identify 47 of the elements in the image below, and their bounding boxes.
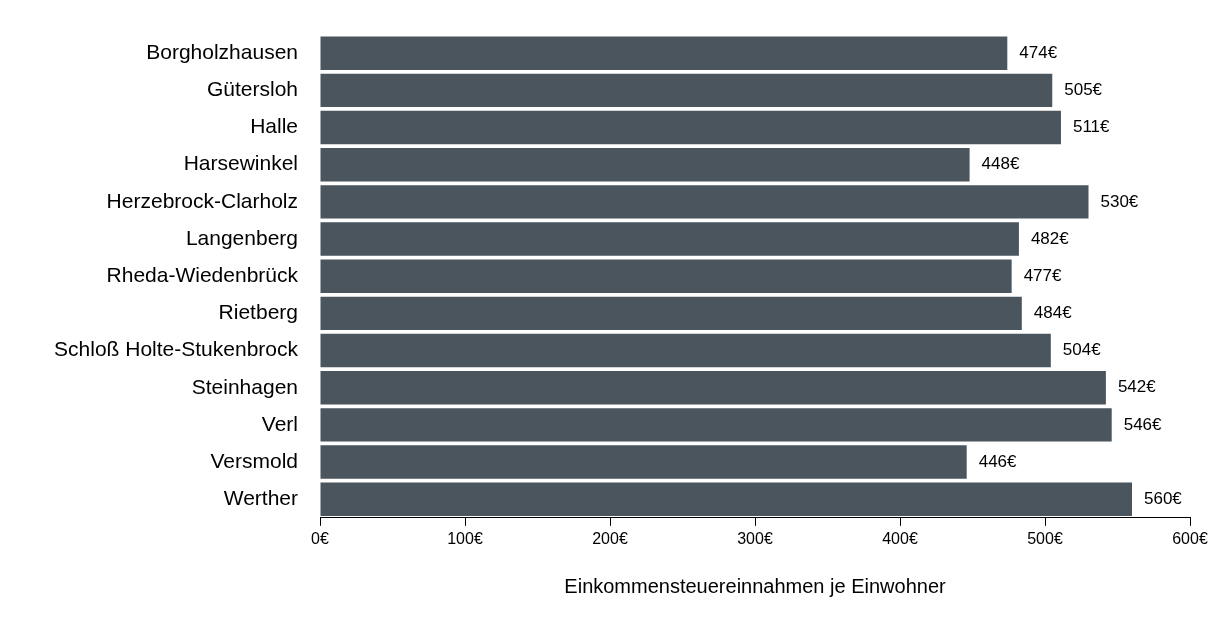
data-label: 477€ [1023,265,1063,285]
y-tick-label: Versmold [210,448,298,472]
bar [320,147,970,182]
data-label: 546€ [1123,414,1163,434]
y-tick-label: Borgholzhausen [146,39,298,63]
data-label: 474€ [1019,42,1058,62]
y-tick-label: Werther [223,486,298,510]
y-tick-label: Herzebrock-Clarholz [106,188,298,212]
bar [320,222,1019,256]
bar [320,110,1061,145]
bar [320,185,1089,219]
bar [320,482,1132,516]
x-tick-label: 400€ [882,529,918,547]
bar [320,370,1106,405]
data-label: 511€ [1072,117,1111,137]
data-label: 505€ [1064,80,1103,100]
data-label: 542€ [1117,377,1157,397]
bar [320,333,1051,368]
x-tick-label: 0€ [311,529,329,547]
x-tick-label: 500€ [1027,529,1063,547]
y-tick-label: Steinhagen [191,374,298,398]
x-axis-title: Einkommensteuereinnahmen je Einwohner [564,574,946,597]
bar [320,408,1112,442]
y-tick-label: Gütersloh [206,77,298,101]
x-tick-label: 200€ [592,529,628,547]
data-label: 530€ [1100,191,1139,211]
bar [320,36,1008,70]
data-label: 484€ [1033,303,1073,323]
data-label: 504€ [1062,340,1102,360]
x-tick-label: 100€ [447,529,483,547]
y-tick-label: Rietberg [218,300,298,324]
data-label: 482€ [1030,228,1070,248]
bar [320,296,1022,331]
y-tick-label: Langenberg [185,225,298,249]
y-tick-label: Rheda-Wiedenbrück [106,263,299,286]
bar [320,73,1053,108]
bar [320,259,1012,293]
y-tick-label: Harsewinkel [183,151,298,175]
x-tick-label: 600€ [1172,529,1208,547]
y-tick-label: Verl [261,411,298,435]
x-tick-label: 300€ [737,529,773,547]
bar [320,445,967,479]
data-label: 560€ [1144,488,1183,508]
y-tick-label: Halle [250,114,298,138]
y-tick-label: Schloß Holte-Stukenbrock [54,337,299,361]
data-label: 446€ [978,451,1018,471]
data-label: 448€ [981,154,1020,174]
